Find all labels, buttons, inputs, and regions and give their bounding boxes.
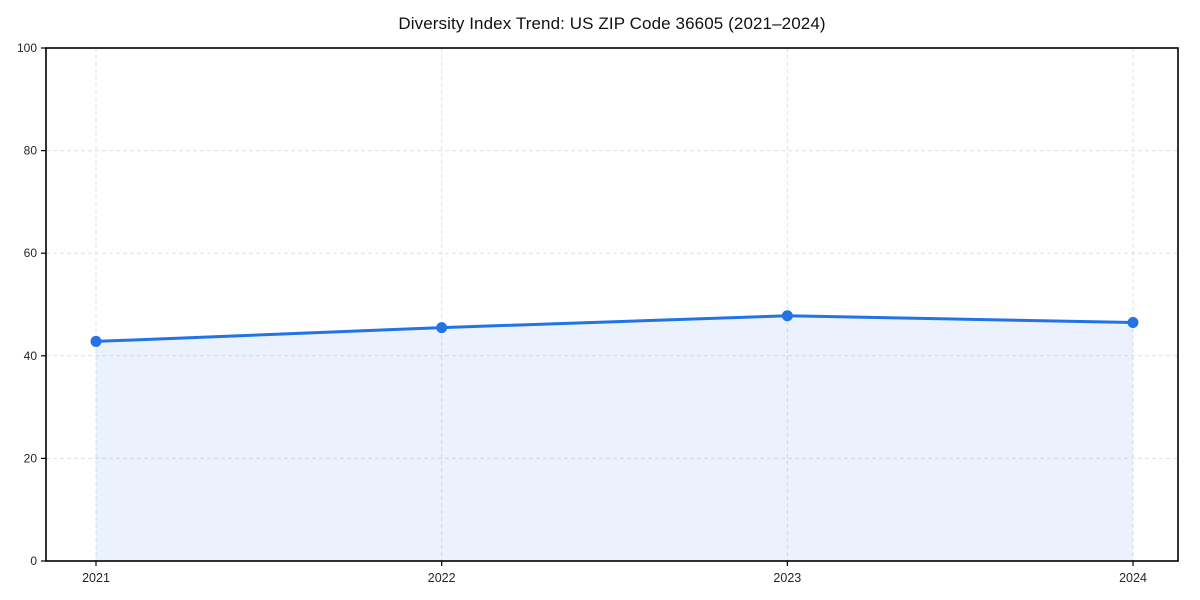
x-tick-label: 2022 (428, 571, 456, 585)
x-tick-label: 2021 (82, 571, 110, 585)
chart-title: Diversity Index Trend: US ZIP Code 36605… (398, 14, 826, 33)
trend-line (94, 314, 1135, 343)
y-tick-label: 20 (24, 451, 38, 465)
y-tick-label: 80 (24, 144, 38, 158)
x-tick-label: 2023 (773, 571, 801, 585)
area-fill (96, 315, 1133, 561)
data-point-2024 (1127, 316, 1139, 328)
data-point-2023 (781, 310, 793, 322)
y-tick-label: 0 (30, 554, 37, 568)
plot-border (45, 47, 1179, 562)
y-tick-label: 60 (24, 246, 38, 260)
x-tick-label: 2024 (1119, 571, 1147, 585)
data-point-2021 (90, 335, 102, 347)
y-tick-label: 100 (17, 41, 37, 55)
y-tick-label: 40 (24, 349, 38, 363)
data-point-2022 (436, 322, 448, 334)
